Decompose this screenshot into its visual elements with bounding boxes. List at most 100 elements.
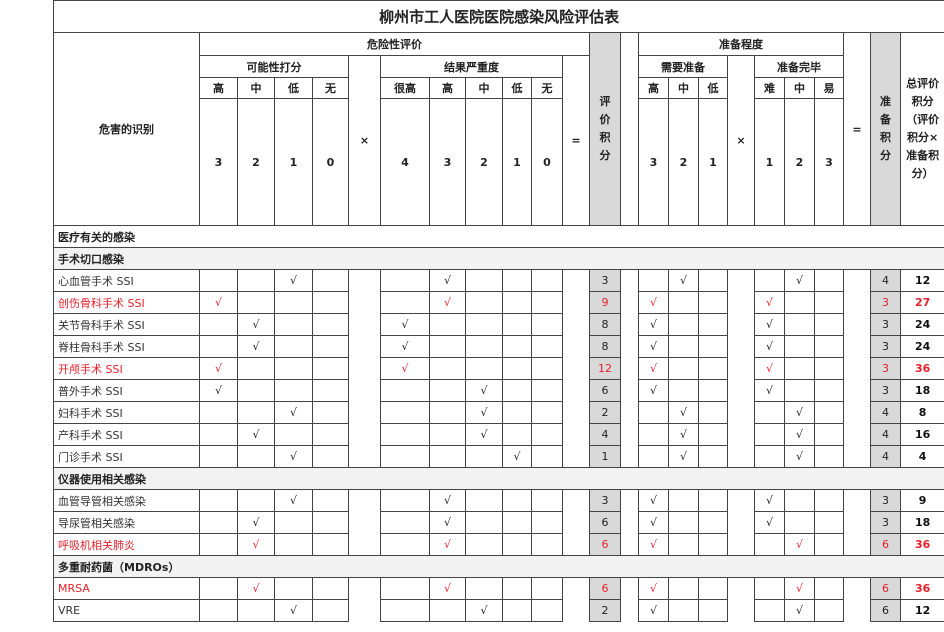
level-score: 2 xyxy=(784,98,815,226)
severity-cell xyxy=(380,511,430,534)
prep-header: 准备程度 xyxy=(638,32,844,56)
check-mark: √ xyxy=(754,291,785,314)
probability-cell xyxy=(312,423,349,446)
eval-score: 1 xyxy=(589,445,621,468)
times-column xyxy=(348,291,381,314)
table-row: 脊柱骨科手术 SSI √ √ 8 √ √ 3 24 xyxy=(53,335,944,358)
check-mark: √ xyxy=(274,599,313,622)
level-score: 1 xyxy=(754,98,785,226)
probability-cell xyxy=(274,577,313,600)
equals-column xyxy=(562,335,590,358)
spacer-column xyxy=(620,423,639,446)
level-score: 3 xyxy=(199,98,238,226)
severity-cell xyxy=(531,357,563,380)
hazard-header: 危害的识别 xyxy=(53,32,200,226)
check-mark: √ xyxy=(380,357,430,380)
level-label: 低 xyxy=(274,77,313,99)
table-row: 呼吸机相关肺炎 √ √ 6 √ √ 6 36 xyxy=(53,533,944,556)
times-column xyxy=(727,335,755,358)
probability-cell xyxy=(237,291,275,314)
probability-cell xyxy=(199,335,238,358)
check-mark: √ xyxy=(638,489,669,512)
eval-score: 4 xyxy=(589,423,621,446)
check-mark: √ xyxy=(784,445,815,468)
equals-column xyxy=(843,357,871,380)
severity-cell xyxy=(531,445,563,468)
prep-score: 3 xyxy=(870,357,901,380)
probability-cell xyxy=(312,577,349,600)
risk-header: 危险性评价 xyxy=(199,32,590,56)
severity-cell xyxy=(429,599,466,622)
probability-cell xyxy=(312,445,349,468)
check-mark: √ xyxy=(274,269,313,292)
eval-score: 3 xyxy=(589,489,621,512)
probability-cell xyxy=(199,423,238,446)
check-mark: √ xyxy=(237,577,275,600)
times-column xyxy=(727,269,755,292)
hazard-name: MRSA xyxy=(53,577,200,600)
eval-score: 8 xyxy=(589,335,621,358)
level-label: 高 xyxy=(199,77,238,99)
prep-score-header: 准备积分 xyxy=(870,32,901,226)
prep-done-cell xyxy=(814,533,844,556)
severity-cell xyxy=(380,379,430,402)
severity-cell xyxy=(531,401,563,424)
hazard-name: VRE xyxy=(53,599,200,622)
probability-cell xyxy=(274,423,313,446)
prep-done-cell xyxy=(814,489,844,512)
probability-cell xyxy=(274,533,313,556)
need-prep-cell xyxy=(638,445,669,468)
equals-column xyxy=(562,445,590,468)
level-label: 中 xyxy=(237,77,275,99)
severity-cell xyxy=(465,445,503,468)
level-label: 难 xyxy=(754,77,785,99)
level-score: 2 xyxy=(465,98,503,226)
check-mark: √ xyxy=(199,379,238,402)
table-row: 血管导管相关感染 √ √ 3 √ √ 3 9 xyxy=(53,489,944,512)
need-prep-cell xyxy=(668,599,699,622)
times-column xyxy=(348,445,381,468)
severity-cell xyxy=(429,335,466,358)
check-mark: √ xyxy=(429,269,466,292)
total-score: 36 xyxy=(899,577,944,600)
level-label: 无 xyxy=(312,77,349,99)
check-mark: √ xyxy=(465,379,503,402)
probability-cell xyxy=(199,401,238,424)
check-mark: √ xyxy=(237,533,275,556)
table-row: 创伤骨科手术 SSI √ √ 9 √ √ 3 27 xyxy=(53,291,944,314)
hazard-name: 开颅手术 SSI xyxy=(53,357,200,380)
check-mark: √ xyxy=(638,357,669,380)
severity-cell xyxy=(531,313,563,336)
probability-cell xyxy=(312,291,349,314)
severity-cell xyxy=(502,599,532,622)
hazard-name: 产科手术 SSI xyxy=(53,423,200,446)
equals-column xyxy=(843,423,871,446)
check-mark: √ xyxy=(638,335,669,358)
prep-done-cell xyxy=(814,291,844,314)
equals-column xyxy=(562,379,590,402)
severity-cell xyxy=(429,423,466,446)
total-score: 36 xyxy=(899,533,944,556)
equals-column xyxy=(562,357,590,380)
prep-done-cell xyxy=(814,423,844,446)
probability-cell xyxy=(274,379,313,402)
probability-cell xyxy=(237,599,275,622)
check-mark: √ xyxy=(237,423,275,446)
severity-cell xyxy=(465,357,503,380)
severity-cell xyxy=(531,423,563,446)
section-row: 仪器使用相关感染 xyxy=(52,467,944,490)
severity-cell xyxy=(502,335,532,358)
total-score: 18 xyxy=(899,379,944,402)
need-prep-cell xyxy=(668,291,699,314)
severity-cell xyxy=(502,269,532,292)
table-row: MRSA √ √ 6 √ √ 6 36 xyxy=(53,577,944,600)
level-score: 2 xyxy=(237,98,275,226)
total-score: 12 xyxy=(899,599,944,622)
hazard-name: 脊柱骨科手术 SSI xyxy=(53,335,200,358)
times-column xyxy=(727,291,755,314)
need-prep-cell xyxy=(698,379,728,402)
spacer-column xyxy=(620,599,639,622)
check-mark: √ xyxy=(668,445,699,468)
probability-cell xyxy=(312,401,349,424)
level-score: 2 xyxy=(668,98,699,226)
